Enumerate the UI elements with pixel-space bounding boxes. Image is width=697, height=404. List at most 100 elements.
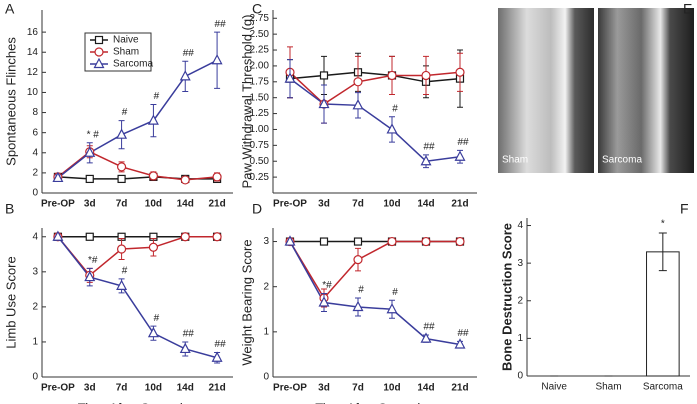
panel-label: B: [5, 201, 14, 217]
panel-label: F: [680, 201, 689, 217]
marker: [319, 71, 329, 80]
y-tick-label: 3: [263, 236, 269, 247]
x-tick-label: Pre-OP: [41, 383, 75, 394]
y-tick-label: 2: [32, 302, 38, 313]
significance-label: ##: [457, 328, 469, 339]
panel-label: A: [5, 1, 15, 17]
x-tick-label: 7d: [116, 383, 128, 394]
series-line: [57, 236, 218, 359]
y-axis-label: Bone Destruction Score: [499, 223, 514, 371]
series-line: [57, 59, 218, 179]
x-tick-label: Pre-OP: [273, 383, 307, 394]
y-tick-label: 2.00: [250, 61, 270, 72]
series-line: [289, 240, 460, 300]
marker: [387, 236, 397, 247]
significance-label: *#: [322, 280, 332, 291]
y-tick-label: 3: [517, 258, 523, 269]
marker: [116, 128, 128, 139]
marker: [353, 237, 363, 246]
marker: [180, 175, 190, 185]
legend-label: Sarcoma: [113, 59, 153, 70]
x-tick-label: 14d: [417, 199, 434, 210]
significance-label: ##: [457, 137, 469, 148]
significance-label: ##: [215, 339, 227, 350]
x-tick-label: 7d: [352, 199, 364, 210]
marker: [179, 70, 191, 81]
x-tick-label: Pre-OP: [273, 199, 307, 210]
marker: [84, 146, 96, 157]
y-tick-label: 0.75: [250, 140, 270, 151]
marker: [420, 154, 432, 166]
x-tick-label: 7d: [352, 383, 364, 394]
y-tick-label: 1.25: [250, 108, 270, 119]
marker: [319, 237, 329, 246]
y-tick-label: 0: [263, 372, 269, 383]
marker: [52, 230, 64, 241]
significance-label: #: [358, 285, 364, 296]
y-tick-label: 0: [32, 372, 38, 383]
series-line: [289, 71, 461, 105]
series-line: [289, 71, 461, 83]
x-tick-label: Naive: [541, 382, 567, 393]
legend-label: Sham: [113, 47, 139, 58]
y-axis-label: Paw Withdrawal Threshold (g): [239, 15, 254, 189]
x-tick-label: Sham: [595, 382, 621, 393]
marker: [455, 67, 465, 77]
y-tick-label: 3: [32, 266, 38, 277]
marker: [52, 171, 64, 183]
y-tick-label: 14: [27, 47, 39, 58]
x-tick-label: 3d: [318, 383, 330, 394]
significance-label: ##: [423, 322, 435, 333]
x-tick-label: 21d: [451, 199, 468, 210]
image-label: Sham: [502, 155, 528, 166]
significance-label: *: [661, 219, 665, 230]
marker: [116, 279, 128, 290]
x-tick-label: 7d: [116, 199, 128, 210]
series-line: [289, 78, 461, 163]
significance-label: #: [122, 265, 128, 276]
y-tick-label: 4: [517, 220, 523, 231]
x-tick-label: 10d: [145, 199, 162, 210]
x-tick-label: 10d: [383, 383, 400, 394]
marker: [180, 232, 190, 242]
marker: [212, 232, 222, 242]
series-line: [289, 241, 461, 346]
y-tick-label: 2.75: [250, 13, 270, 24]
marker: [386, 123, 398, 134]
x-tick-label: 14d: [417, 383, 434, 394]
marker: [116, 162, 127, 172]
panel-label: E: [683, 1, 692, 17]
y-tick-label: 2: [263, 281, 269, 292]
x-tick-label: 3d: [318, 199, 330, 210]
marker: [352, 99, 364, 110]
marker: [147, 114, 159, 125]
y-tick-label: 16: [27, 27, 39, 38]
x-tick-label: 21d: [208, 383, 225, 394]
marker: [84, 270, 96, 282]
marker: [94, 35, 104, 45]
y-tick-label: 1.00: [250, 124, 270, 135]
y-axis-label: Limb Use Score: [3, 256, 18, 348]
significance-label: ##: [183, 48, 195, 59]
marker: [386, 302, 398, 314]
x-tick-label: 21d: [451, 383, 468, 394]
significance-label: ##: [215, 19, 227, 30]
significance-label: #: [392, 287, 398, 298]
x-axis-label: Time After Operation: [78, 400, 197, 404]
marker: [212, 172, 222, 182]
marker: [421, 236, 431, 247]
x-tick-label: 14d: [177, 199, 194, 210]
marker: [318, 296, 330, 307]
panel-label: D: [252, 201, 262, 217]
y-tick-label: 2: [32, 168, 38, 179]
x-tick-label: 3d: [84, 383, 96, 394]
marker: [284, 72, 296, 83]
x-tick-label: 10d: [383, 199, 400, 210]
marker: [85, 174, 94, 184]
y-tick-label: 2.25: [250, 45, 270, 56]
y-axis-label: Spontaneous Flinches: [3, 37, 18, 166]
significance-label: #: [392, 103, 398, 114]
marker: [454, 338, 466, 349]
panel-label: C: [252, 1, 262, 17]
